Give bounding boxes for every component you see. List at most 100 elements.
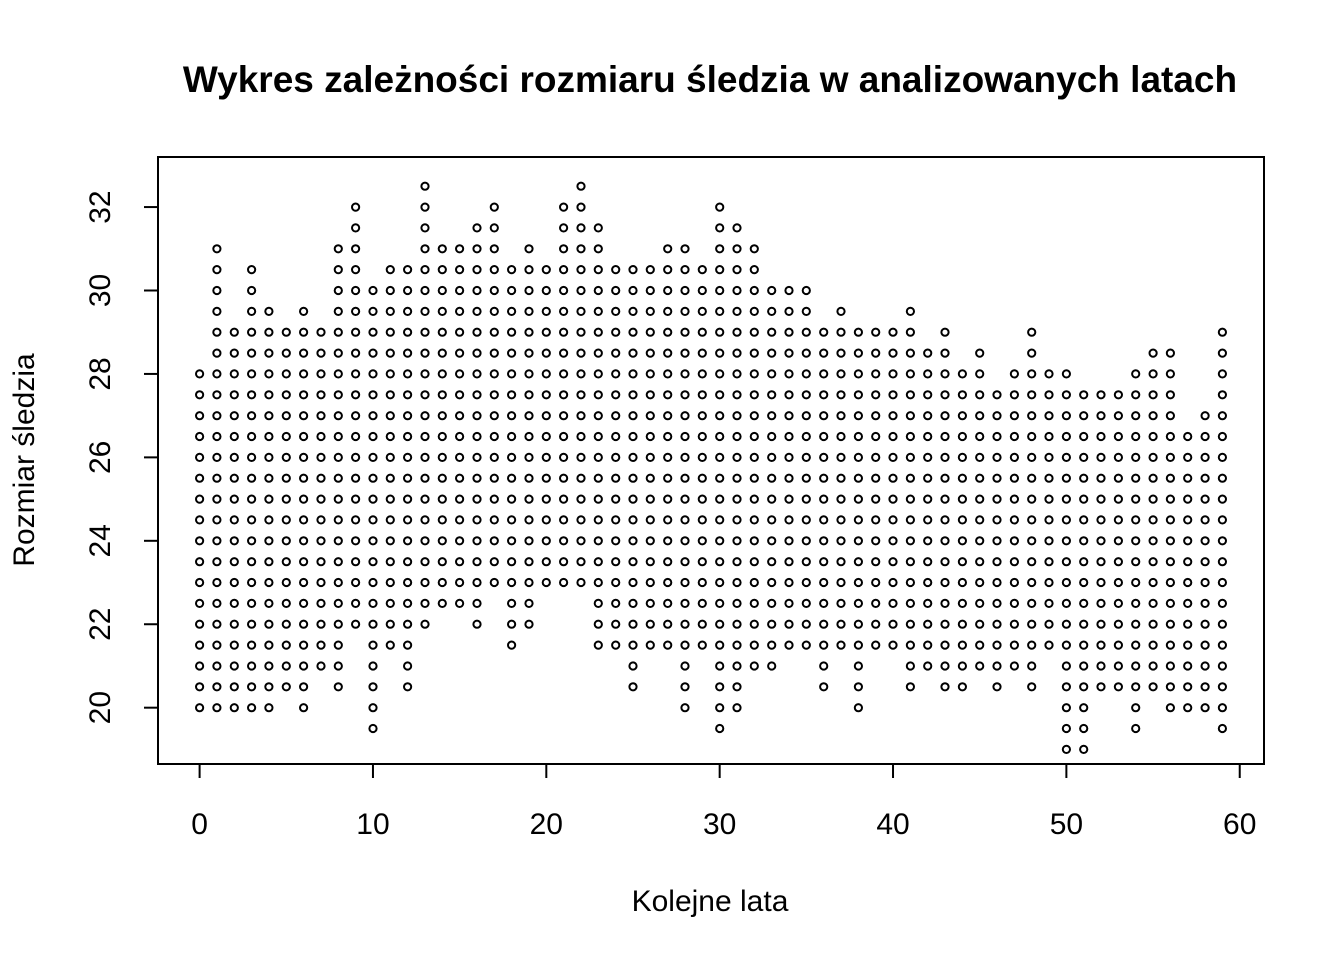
data-point (333, 494, 343, 504)
data-point (680, 473, 690, 483)
data-point (767, 327, 777, 337)
data-point (472, 411, 482, 421)
data-point (628, 265, 638, 275)
data-point (229, 577, 239, 588)
data-point (1044, 369, 1054, 379)
data-point (351, 619, 361, 629)
data-point (1148, 557, 1158, 567)
data-point (940, 557, 950, 567)
data-point (1044, 640, 1054, 650)
data-point (455, 452, 465, 462)
data-point (593, 557, 603, 567)
data-point (1027, 515, 1037, 525)
data-point (212, 369, 222, 379)
data-point (576, 515, 586, 525)
data-point (264, 640, 274, 650)
data-point (420, 473, 430, 483)
data-point (1148, 494, 1158, 504)
data-point (836, 640, 846, 650)
data-point (819, 494, 829, 504)
data-point (888, 452, 898, 462)
data-point (611, 619, 621, 629)
data-point (559, 577, 569, 588)
data-point (819, 661, 829, 671)
data-point (853, 703, 864, 713)
data-point (663, 557, 673, 567)
data-point (1027, 452, 1037, 462)
data-point (1165, 452, 1176, 462)
data-point (853, 661, 864, 671)
data-point (663, 577, 673, 588)
data-point (992, 577, 1002, 588)
data-point (611, 598, 621, 609)
data-point (1061, 744, 1072, 755)
data-point (1200, 557, 1210, 567)
data-point (472, 223, 482, 233)
data-point (385, 494, 395, 504)
data-point (836, 557, 846, 567)
data-point (264, 703, 274, 713)
data-point (853, 411, 864, 421)
data-point (732, 640, 742, 650)
data-point (836, 306, 846, 316)
data-point (732, 536, 742, 546)
data-point (507, 306, 517, 316)
data-point (195, 473, 205, 483)
data-point (888, 536, 898, 546)
data-point (264, 473, 274, 483)
data-point (247, 536, 257, 546)
data-point (247, 431, 257, 442)
data-point (403, 452, 413, 462)
data-point (1148, 452, 1158, 462)
data-point (732, 223, 742, 233)
data-point (697, 390, 707, 400)
x-axis-label: Kolejne lata (632, 885, 789, 918)
data-point (1113, 473, 1124, 483)
data-point (455, 327, 465, 337)
data-point (611, 348, 621, 358)
data-point (645, 473, 655, 483)
data-point (455, 536, 465, 546)
data-point (1096, 515, 1106, 525)
data-point (1096, 619, 1106, 629)
data-point (749, 557, 759, 567)
data-point (1131, 515, 1141, 525)
data-point (923, 515, 933, 525)
data-point (316, 640, 326, 650)
x-tick-label: 0 (191, 808, 208, 841)
data-point (749, 411, 759, 421)
data-point (593, 494, 603, 504)
data-point (229, 536, 239, 546)
data-point (801, 306, 811, 316)
data-point (853, 598, 864, 609)
data-point (559, 223, 569, 233)
data-point (576, 369, 586, 379)
data-point (524, 244, 534, 254)
data-point (489, 369, 499, 379)
data-point (368, 306, 378, 316)
data-point (645, 431, 655, 442)
data-point (1183, 473, 1193, 483)
data-point (992, 536, 1002, 546)
data-point (663, 515, 673, 525)
data-point (1061, 494, 1072, 504)
data-point (784, 390, 794, 400)
data-point (195, 682, 205, 692)
data-point (611, 452, 621, 462)
data-point (697, 306, 707, 316)
data-point (715, 202, 725, 212)
data-point (489, 452, 499, 462)
data-point (385, 265, 395, 275)
data-point (264, 411, 274, 421)
data-point (1044, 473, 1054, 483)
data-point (1165, 515, 1176, 525)
data-point (593, 473, 603, 483)
data-point (1217, 452, 1228, 462)
data-point (1113, 661, 1124, 671)
data-point (1165, 619, 1176, 629)
data-point (403, 348, 413, 358)
data-point (992, 390, 1002, 400)
data-point (871, 327, 881, 337)
data-point (385, 536, 395, 546)
data-point (1165, 536, 1176, 546)
